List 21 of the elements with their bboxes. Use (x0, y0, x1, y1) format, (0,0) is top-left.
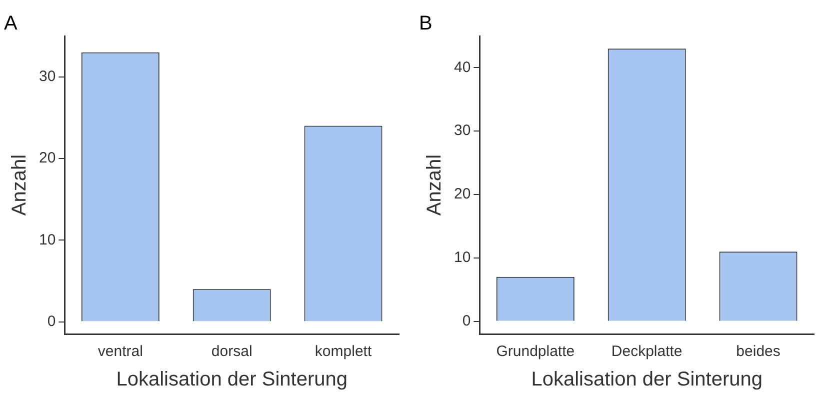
x-tick-label: Grundplatte (496, 343, 575, 360)
y-tick-label: 30 (38, 68, 56, 85)
chart-title: A (4, 12, 18, 35)
x-tick-label: ventral (98, 343, 143, 360)
y-tick-label: 20 (38, 150, 56, 167)
y-tick-label: 0 (462, 312, 471, 330)
y-axis-title: Anzahl (424, 154, 446, 216)
x-tick-label: Deckplatte (611, 343, 682, 360)
y-tick-label: 20 (454, 186, 471, 203)
x-tick-label: dorsal (211, 343, 252, 360)
y-tick-label: 40 (454, 58, 471, 76)
y-tick-label: 30 (454, 122, 471, 140)
y-tick-label: 10 (454, 249, 471, 266)
x-axis-title: Lokalisation der Sinterung (116, 368, 348, 391)
y-tick-label: 10 (38, 231, 56, 248)
y-axis-title: Anzahl (8, 154, 31, 216)
chart-title: B (419, 12, 432, 35)
x-tick-label: beides (736, 343, 780, 360)
y-tick-label: 0 (47, 312, 56, 330)
x-axis-title: Lokalisation der Sinterung (531, 368, 762, 391)
x-tick-label: komplett (314, 343, 372, 360)
